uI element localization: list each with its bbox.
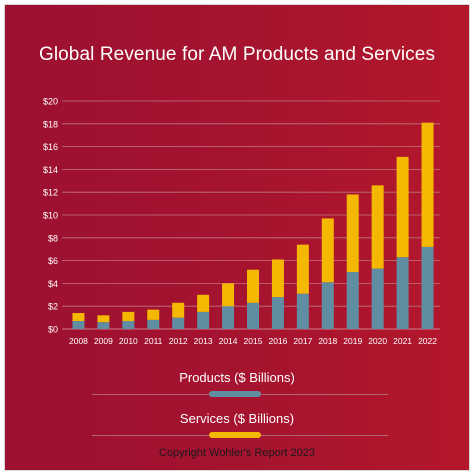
chart-title: Global Revenue for AM Products and Servi… bbox=[38, 44, 436, 65]
y-tick-label: $4 bbox=[48, 279, 58, 289]
x-tick-label: 2012 bbox=[169, 336, 188, 346]
x-tick-label: 2011 bbox=[144, 336, 163, 346]
x-tick-label: 2022 bbox=[418, 336, 437, 346]
bar-products bbox=[72, 321, 85, 329]
bar-products bbox=[271, 297, 284, 329]
bar-services bbox=[247, 269, 259, 303]
legend-swatch-services bbox=[209, 432, 261, 438]
bar-products bbox=[197, 311, 210, 329]
bar-services bbox=[172, 302, 185, 318]
x-tick-label: 2013 bbox=[194, 336, 213, 346]
bar-services bbox=[97, 315, 110, 323]
chart-plot: $0 $2 $4 $6 $8 $10 $12 $14 $16 $18 $20 2008 2009 2010… bbox=[43, 97, 440, 346]
bar-products bbox=[222, 306, 235, 329]
bar-services bbox=[321, 218, 334, 283]
legend-swatch-products bbox=[209, 391, 261, 397]
y-tick-label: $0 bbox=[48, 325, 58, 335]
bar-services bbox=[296, 244, 309, 294]
bar-services bbox=[421, 122, 434, 247]
x-tick-label: 2016 bbox=[268, 336, 287, 346]
bar-products bbox=[97, 322, 110, 329]
bar-products bbox=[396, 257, 409, 329]
y-tick-label: $8 bbox=[48, 233, 58, 243]
x-tick-label: 2010 bbox=[119, 336, 138, 346]
bar-services bbox=[122, 311, 135, 322]
y-tick-label: $6 bbox=[48, 256, 58, 266]
bar-products bbox=[371, 268, 384, 329]
x-tick-label: 2009 bbox=[94, 336, 113, 346]
bar-services bbox=[271, 259, 284, 298]
bar-products bbox=[421, 246, 434, 329]
bar-services bbox=[371, 185, 384, 269]
y-tick-label: $18 bbox=[43, 119, 58, 129]
x-tick-label: 2020 bbox=[368, 336, 387, 346]
bar-services bbox=[222, 283, 235, 307]
bar-products bbox=[346, 272, 359, 329]
bar-products bbox=[122, 321, 135, 329]
y-tick-label: $20 bbox=[43, 97, 58, 107]
bar-products bbox=[147, 319, 160, 329]
y-tick-label: $14 bbox=[43, 165, 58, 175]
bar-services bbox=[346, 194, 359, 272]
x-tick-label: 2008 bbox=[69, 336, 88, 346]
bar-services bbox=[197, 294, 210, 312]
bar-products bbox=[172, 317, 185, 329]
x-tick-label: 2021 bbox=[393, 336, 412, 346]
y-tick-label: $12 bbox=[43, 188, 58, 198]
x-tick-label: 2019 bbox=[343, 336, 362, 346]
bar-products bbox=[296, 293, 309, 329]
x-tick-label: 2017 bbox=[293, 336, 312, 346]
legend-label-services: Services ($ Billions) bbox=[179, 411, 295, 426]
x-tick-label: 2014 bbox=[219, 336, 238, 346]
bar-services bbox=[396, 156, 409, 258]
bar-services bbox=[147, 309, 160, 320]
y-tick-label: $2 bbox=[48, 302, 58, 312]
bar-products bbox=[247, 302, 259, 329]
legend-label-products: Products ($ Billions) bbox=[179, 370, 295, 385]
copyright-text: Copyright Wohler's Report 2023 bbox=[159, 447, 315, 459]
bar-services bbox=[72, 313, 85, 322]
x-tick-label: 2015 bbox=[244, 336, 263, 346]
y-tick-label: $10 bbox=[43, 211, 58, 221]
bar-products bbox=[321, 282, 334, 329]
x-tick-label: 2018 bbox=[318, 336, 337, 346]
y-tick-label: $16 bbox=[43, 142, 58, 152]
